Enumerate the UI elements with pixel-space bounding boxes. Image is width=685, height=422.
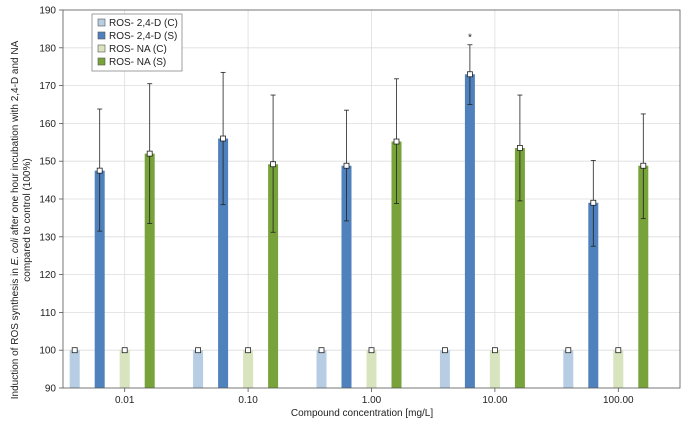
mean-marker bbox=[517, 145, 523, 151]
legend-entry: ROS- NA (C) bbox=[97, 44, 167, 55]
mean-marker bbox=[615, 347, 622, 354]
x-axis: 0.01 0.10 1.00 10.00 100.00 bbox=[115, 388, 634, 406]
mean-marker bbox=[441, 347, 448, 354]
x-tick-label: 100.00 bbox=[603, 395, 634, 406]
bar bbox=[588, 202, 599, 388]
bar bbox=[69, 350, 80, 388]
y-tick-label: 160 bbox=[39, 119, 56, 130]
legend-entry: ROS- NA (S) bbox=[97, 57, 166, 68]
y-axis: 90 100 110 120 130 140 150 160 170 180 190 bbox=[39, 6, 63, 395]
bar bbox=[268, 164, 279, 388]
bars bbox=[69, 74, 649, 388]
mean-marker bbox=[565, 347, 572, 354]
x-tick-label: 10.00 bbox=[482, 395, 507, 406]
mean-marker bbox=[96, 167, 103, 174]
y-axis-title-part2: after one hour incubation with 2,4-D and… bbox=[10, 40, 21, 235]
y-tick-label: 90 bbox=[45, 384, 57, 395]
mean-marker bbox=[590, 199, 597, 206]
y-axis-title-italic: E. coli bbox=[10, 237, 21, 265]
y-axis-title-part1: Induction of ROS synthesis in bbox=[10, 268, 21, 399]
bar bbox=[613, 350, 624, 388]
mean-marker bbox=[343, 162, 350, 169]
bar bbox=[638, 165, 649, 388]
mean-marker bbox=[245, 347, 252, 354]
bar bbox=[391, 141, 402, 388]
y-tick-label: 110 bbox=[40, 308, 56, 319]
x-tick-label: 1.00 bbox=[362, 395, 382, 406]
bar bbox=[514, 147, 525, 388]
y-axis-title: Induction of ROS synthesis in E. coli af… bbox=[10, 40, 33, 399]
bar bbox=[94, 170, 105, 388]
legend-swatch-3 bbox=[97, 57, 106, 66]
mean-marker bbox=[640, 162, 647, 169]
bar bbox=[366, 350, 377, 388]
mean-markers bbox=[71, 71, 647, 354]
mean-marker bbox=[195, 347, 202, 354]
mean-marker bbox=[318, 347, 325, 354]
legend-entry: ROS- 2,4-D (C) bbox=[97, 18, 178, 29]
significance-marker: * bbox=[468, 32, 472, 43]
bar bbox=[439, 350, 450, 388]
bar bbox=[489, 350, 500, 388]
bar bbox=[464, 74, 475, 388]
annotations: * bbox=[468, 32, 472, 43]
bar bbox=[144, 153, 155, 388]
legend-box bbox=[91, 13, 183, 72]
y-tick-label: 180 bbox=[39, 43, 56, 54]
legend-swatch-2 bbox=[97, 44, 106, 53]
y-tick-label: 170 bbox=[39, 81, 56, 92]
bar bbox=[243, 350, 254, 388]
mean-marker bbox=[121, 347, 128, 354]
mean-marker bbox=[270, 161, 277, 168]
bar bbox=[563, 350, 574, 388]
bar bbox=[341, 165, 352, 388]
mean-marker bbox=[146, 150, 153, 157]
mean-marker bbox=[220, 135, 227, 142]
y-tick-label: 130 bbox=[39, 232, 56, 243]
y-tick-label: 120 bbox=[39, 270, 56, 281]
legend-label: ROS- NA (C) bbox=[109, 44, 167, 55]
mean-marker bbox=[466, 71, 473, 78]
legend-swatch-0 bbox=[97, 18, 106, 27]
legend-label: ROS- 2,4-D (C) bbox=[109, 18, 178, 29]
legend-label: ROS- NA (S) bbox=[109, 57, 166, 68]
svg-text:Induction of ROS synthesis in: Induction of ROS synthesis in E. coli af… bbox=[10, 40, 21, 399]
legend-label: ROS- 2,4-D (S) bbox=[109, 31, 177, 42]
x-tick-label: 0.10 bbox=[238, 395, 258, 406]
y-tick-label: 140 bbox=[39, 195, 56, 206]
legend: ROS- 2,4-D (C) ROS- 2,4-D (S) ROS- NA (C… bbox=[91, 13, 183, 72]
y-tick-label: 100 bbox=[39, 346, 56, 357]
bar bbox=[218, 138, 229, 388]
mean-marker bbox=[368, 347, 375, 354]
bar bbox=[119, 350, 130, 388]
mean-marker bbox=[71, 347, 78, 354]
x-axis-title: Compound concentration [mg/L] bbox=[291, 408, 434, 419]
bar bbox=[316, 350, 327, 388]
y-tick-label: 190 bbox=[39, 6, 56, 17]
legend-entry: ROS- 2,4-D (S) bbox=[97, 31, 177, 42]
x-tick-label: 0.01 bbox=[115, 395, 135, 406]
mean-marker bbox=[491, 347, 498, 354]
y-axis-title-line2: compared to control (100%) bbox=[22, 158, 33, 281]
mean-marker bbox=[393, 138, 400, 145]
legend-swatch-1 bbox=[97, 31, 106, 40]
y-tick-label: 150 bbox=[39, 157, 56, 168]
bar bbox=[193, 350, 204, 388]
gridlines bbox=[63, 10, 680, 388]
